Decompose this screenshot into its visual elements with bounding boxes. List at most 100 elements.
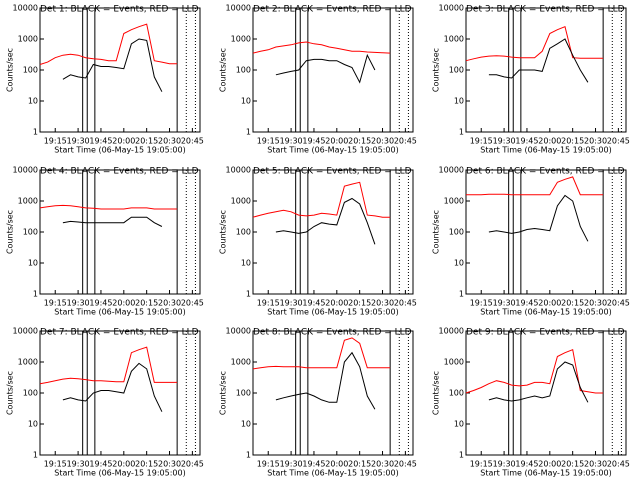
- x-tick-label: 20:00: [112, 299, 135, 308]
- y-axis-label: Counts/sec: [219, 48, 228, 92]
- y-tick-label: 10: [28, 97, 38, 106]
- y-tick-label: 100: [23, 66, 38, 75]
- x-tick-label: 19:30: [493, 137, 516, 146]
- y-tick-label: 1: [246, 451, 251, 460]
- y-tick-label: 1: [246, 290, 251, 299]
- series-line: [465, 349, 604, 394]
- x-tick-label: 20:30: [158, 460, 181, 469]
- y-tick-label: 1000: [231, 197, 251, 206]
- x-tick-label: 19:45: [89, 137, 112, 146]
- x-tick-label: 19:30: [67, 137, 90, 146]
- series-line: [252, 181, 391, 218]
- plot-frame: [39, 330, 201, 456]
- x-tick-label: 20:45: [181, 299, 204, 308]
- x-tick-label: 19:15: [44, 137, 67, 146]
- x-tick-label: 19:30: [493, 299, 516, 308]
- series-line: [275, 197, 376, 245]
- x-axis-label: Start Time (06-May-15 19:05:00): [54, 469, 185, 478]
- x-tick-label: 20:45: [181, 460, 204, 469]
- y-tick-label: 100: [23, 228, 38, 237]
- plot-frame: [252, 7, 414, 133]
- chart-title: Det 9: BLACK = Events, RED = LLD: [466, 328, 625, 338]
- y-tick-label: 1000: [231, 358, 251, 367]
- y-axis-label: Counts/sec: [6, 371, 15, 415]
- series-line: [466, 176, 604, 196]
- x-tick-label: 20:15: [348, 299, 371, 308]
- x-tick-label: 19:15: [257, 137, 280, 146]
- y-tick-label: 10000: [226, 4, 251, 13]
- x-tick-label: 20:30: [371, 137, 394, 146]
- y-tick-label: 10: [454, 259, 464, 268]
- x-tick-label: 19:45: [302, 299, 325, 308]
- y-tick-label: 1: [459, 290, 464, 299]
- series-line: [39, 346, 178, 385]
- plot-frame: [39, 7, 201, 133]
- x-tick-label: 19:30: [67, 299, 90, 308]
- x-tick-label: 20:30: [371, 299, 394, 308]
- x-tick-label: 20:15: [561, 137, 584, 146]
- x-tick-label: 20:00: [112, 460, 135, 469]
- x-tick-label: 20:00: [325, 460, 348, 469]
- x-tick-label: 20:45: [607, 460, 630, 469]
- x-tick-label: 20:00: [538, 299, 561, 308]
- x-tick-label: 20:00: [325, 299, 348, 308]
- chart-title: Det 2: BLACK = Events, RED = LLD: [253, 5, 412, 15]
- x-tick-label: 19:45: [302, 137, 325, 146]
- series-line: [275, 351, 376, 410]
- y-tick-label: 100: [236, 66, 251, 75]
- x-tick-label: 19:45: [89, 299, 112, 308]
- y-tick-label: 10: [241, 420, 251, 429]
- y-tick-label: 1000: [444, 197, 464, 206]
- y-axis-label: Counts/sec: [6, 48, 15, 92]
- x-tick-label: 19:30: [67, 460, 90, 469]
- x-tick-label: 20:15: [135, 299, 158, 308]
- plot-frame: [39, 169, 201, 295]
- series-line: [39, 23, 178, 65]
- series-line: [488, 194, 589, 242]
- x-tick-label: 19:45: [515, 299, 538, 308]
- y-tick-label: 1000: [444, 358, 464, 367]
- x-tick-label: 20:15: [561, 460, 584, 469]
- x-tick-label: 20:15: [135, 460, 158, 469]
- y-tick-label: 1000: [18, 35, 38, 44]
- y-axis-label: Counts/sec: [432, 371, 441, 415]
- x-axis-label: Start Time (06-May-15 19:05:00): [267, 146, 398, 155]
- x-tick-label: 20:45: [394, 137, 417, 146]
- y-tick-label: 10: [28, 420, 38, 429]
- x-tick-label: 20:15: [348, 137, 371, 146]
- plot-frame: [252, 330, 414, 456]
- y-tick-label: 10000: [226, 166, 251, 175]
- y-tick-label: 100: [236, 228, 251, 237]
- x-tick-label: 20:00: [538, 137, 561, 146]
- x-tick-label: 19:45: [89, 460, 112, 469]
- y-tick-label: 10: [28, 259, 38, 268]
- y-tick-label: 10000: [13, 166, 38, 175]
- x-tick-label: 20:30: [584, 299, 607, 308]
- x-tick-label: 20:00: [112, 137, 135, 146]
- y-tick-label: 1: [33, 451, 38, 460]
- plot-frame: [465, 7, 627, 133]
- series-line: [488, 361, 589, 403]
- x-tick-label: 19:45: [515, 460, 538, 469]
- x-tick-label: 19:45: [302, 460, 325, 469]
- x-tick-label: 20:15: [348, 460, 371, 469]
- x-tick-label: 19:15: [44, 460, 67, 469]
- x-tick-label: 19:15: [44, 299, 67, 308]
- x-tick-label: 20:00: [538, 460, 561, 469]
- y-tick-label: 10000: [13, 4, 38, 13]
- y-tick-label: 1: [33, 128, 38, 137]
- x-tick-label: 20:30: [158, 299, 181, 308]
- series-line: [465, 26, 604, 62]
- y-tick-label: 100: [449, 389, 464, 398]
- x-tick-label: 20:30: [584, 460, 607, 469]
- x-tick-label: 19:30: [493, 460, 516, 469]
- y-tick-label: 10000: [226, 327, 251, 336]
- x-tick-label: 19:15: [470, 460, 493, 469]
- x-axis-label: Start Time (06-May-15 19:05:00): [480, 469, 611, 478]
- x-tick-label: 20:30: [158, 137, 181, 146]
- y-tick-label: 100: [449, 228, 464, 237]
- x-tick-label: 19:30: [280, 299, 303, 308]
- y-tick-label: 1000: [18, 197, 38, 206]
- y-tick-label: 1000: [18, 358, 38, 367]
